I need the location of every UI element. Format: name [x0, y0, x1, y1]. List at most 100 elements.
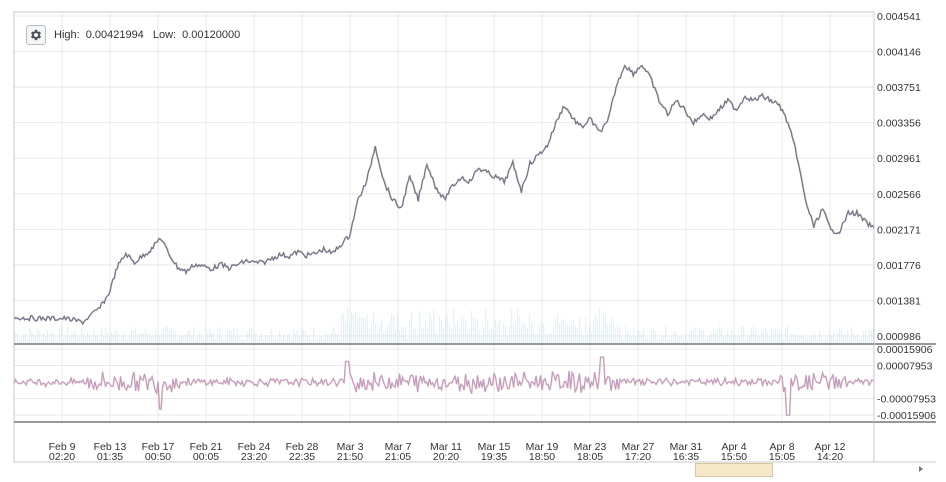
- volume-bar: [331, 332, 333, 344]
- volume-bar: [575, 325, 577, 344]
- volume-bar: [29, 327, 31, 344]
- volume-bar: [665, 326, 667, 344]
- scroll-right-arrow-icon[interactable]: [919, 466, 923, 472]
- volume-bar: [309, 334, 311, 344]
- volume-bar: [259, 336, 261, 344]
- volume-bar: [841, 326, 843, 344]
- volume-bar: [729, 335, 731, 344]
- volume-bar: [471, 310, 473, 344]
- grid-layer: [14, 12, 874, 422]
- volume-bar: [275, 337, 277, 344]
- volume-bar: [349, 323, 351, 344]
- settings-button[interactable]: [26, 25, 46, 45]
- volume-bar: [381, 318, 383, 344]
- volume-bar: [113, 334, 115, 344]
- x-tick-time: 01:35: [97, 451, 123, 463]
- volume-bar: [81, 326, 83, 344]
- volume-bar: [187, 330, 189, 344]
- volume-bar: [521, 326, 523, 344]
- x-tick-time: 16:35: [673, 451, 699, 463]
- volume-bar: [623, 339, 625, 344]
- volume-bar: [557, 313, 559, 344]
- volume-bar: [277, 339, 279, 344]
- volume-bar: [771, 328, 773, 344]
- volume-bar: [643, 328, 645, 344]
- volume-bar: [173, 331, 175, 344]
- volume-bar: [711, 332, 713, 344]
- volume-bar: [707, 338, 709, 344]
- volume-bar: [523, 322, 525, 344]
- volume-bar: [175, 332, 177, 344]
- volume-bar: [267, 336, 269, 344]
- volume-bar: [25, 332, 27, 344]
- volume-bar: [55, 337, 57, 344]
- volume-bar: [403, 327, 405, 344]
- volume-bar: [129, 334, 131, 344]
- volume-bar: [853, 332, 855, 344]
- volume-bar: [631, 336, 633, 344]
- price-line: [13, 64, 875, 326]
- osc-tick-label: -0.00015906: [877, 410, 936, 422]
- high-value: 0.00421994: [85, 29, 144, 41]
- volume-bar: [247, 332, 249, 344]
- volume-bar: [579, 316, 581, 344]
- navigator-scroll-thumb[interactable]: [695, 463, 773, 477]
- volume-bar: [227, 330, 229, 344]
- volume-bar: [809, 337, 811, 344]
- volume-bar: [37, 329, 39, 344]
- volume-bar: [291, 339, 293, 344]
- volume-bar: [831, 335, 833, 344]
- volume-bar: [761, 330, 763, 344]
- volume-bar: [811, 336, 813, 344]
- price-tick-label: 0.002961: [877, 153, 921, 165]
- volume-bar: [443, 328, 445, 344]
- volume-bar: [131, 330, 133, 344]
- volume-bar: [77, 336, 79, 344]
- x-tick-date: Feb 21: [190, 441, 223, 453]
- volume-bar: [385, 330, 387, 344]
- volume-bar: [805, 337, 807, 344]
- volume-bar: [427, 328, 429, 344]
- low-value: 0.00120000: [182, 29, 241, 41]
- volume-bar: [193, 326, 195, 344]
- volume-bar: [815, 335, 817, 344]
- volume-bar: [239, 337, 241, 344]
- volume-bar: [519, 316, 521, 344]
- volume-bar: [763, 332, 765, 344]
- volume-bar: [559, 322, 561, 344]
- high-label: High:: [54, 29, 80, 41]
- volume-bar: [775, 328, 777, 344]
- volume-bar: [369, 328, 371, 344]
- volume-bar: [731, 328, 733, 344]
- volume-bar: [375, 322, 377, 344]
- volume-bar: [587, 334, 589, 344]
- volume-bar: [409, 319, 411, 344]
- volume-bar: [373, 311, 375, 344]
- volume-bar: [541, 320, 543, 344]
- volume-bar: [171, 329, 173, 344]
- volume-bar: [647, 338, 649, 344]
- volume-bar: [825, 337, 827, 344]
- volume-bar: [603, 314, 605, 344]
- volume-bar: [17, 332, 19, 344]
- volume-bar: [199, 331, 201, 344]
- volume-bar: [569, 325, 571, 344]
- volume-bar: [305, 331, 307, 344]
- volume-bar: [755, 329, 757, 344]
- volume-bar: [53, 333, 55, 344]
- volume-bar: [455, 324, 457, 344]
- volume-bar: [215, 338, 217, 344]
- volume-bar: [343, 313, 345, 344]
- volume-bar: [813, 333, 815, 344]
- volume-bar: [799, 334, 801, 344]
- volume-bar: [263, 339, 265, 344]
- price-tick-label: 0.001381: [877, 295, 921, 307]
- volume-bar: [51, 332, 53, 344]
- x-tick: Feb 902:20: [49, 441, 76, 463]
- volume-bar: [657, 339, 659, 344]
- volume-bar: [115, 329, 117, 344]
- volume-bar: [379, 325, 381, 344]
- volume-bar: [773, 329, 775, 344]
